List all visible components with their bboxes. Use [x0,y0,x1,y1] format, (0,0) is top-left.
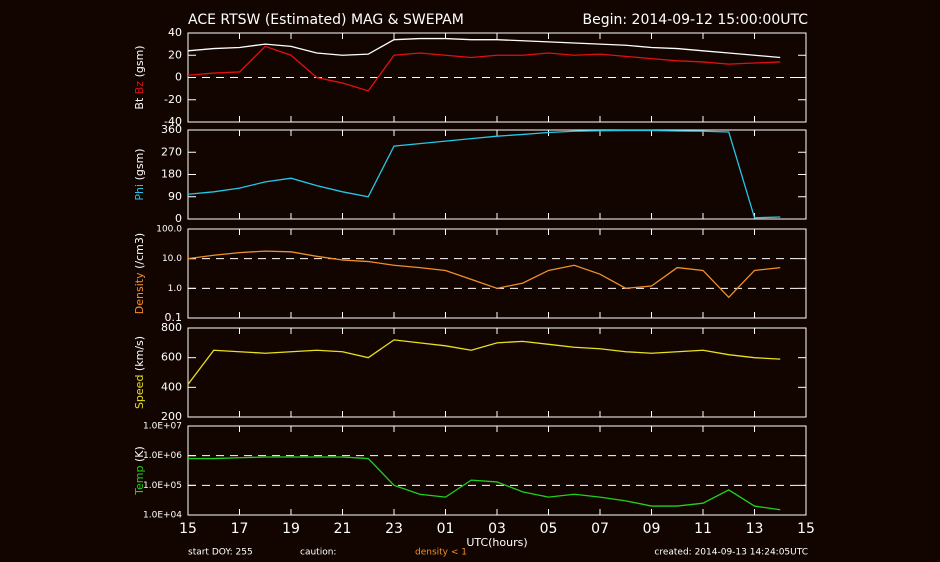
y-tick-label: 0 [175,212,182,225]
y-axis-label: Temp (K) [133,446,146,496]
y-tick-label: 40 [168,26,182,39]
caution: caution: [300,548,336,558]
y-unit: (K) [133,446,146,462]
data-line [187,45,781,92]
panel-frame [187,327,807,418]
y-tick-label: 1.0E+06 [143,451,182,461]
y-tick-label: 1.0 [168,284,183,294]
y-tick-label: 360 [161,123,182,136]
series-name: Temp [133,465,146,495]
panel-frame [187,129,807,220]
y-tick-label: 10.0 [162,254,182,264]
y-tick-label: -20 [164,93,182,106]
series-name: Density [133,272,146,314]
series-name: Phi [133,184,146,201]
created-time: created: 2014-09-13 14:24:05UTC [654,548,808,558]
y-axis-label: Density (/cm3) [133,233,146,314]
x-tick-label: 11 [694,521,712,537]
y-unit: (gsm) [133,148,146,180]
x-tick-label: 15 [179,521,197,537]
data-line [187,339,781,385]
series-name: Bt [133,97,146,110]
x-tick-label: 21 [334,521,352,537]
data-line [188,456,781,511]
y-tick-label: 800 [161,321,182,334]
x-tick-label: 09 [643,521,661,537]
y-unit: (gsm) [133,45,146,77]
y-tick-label: 400 [161,380,182,393]
data-line [187,37,781,59]
series-name: Bz [133,81,146,95]
density-note: density < 1 [415,548,467,558]
x-tick-label: 13 [746,521,764,537]
begin-time: Begin: 2014-09-12 15:00:00UTC [583,12,809,28]
x-tick-label: 19 [282,521,300,537]
data-line [187,250,781,299]
y-tick-label: 600 [161,351,182,364]
x-tick-label: 15 [797,521,815,537]
y-tick-label: -40 [164,115,182,128]
y-axis-label: Bt Bz (gsm) [133,45,146,109]
y-tick-label: 20 [168,48,182,61]
x-tick-label: 07 [591,521,609,537]
y-tick-label: 180 [161,168,182,181]
start-doy: start DOY: 255 [188,548,253,558]
x-tick-label: 05 [540,521,558,537]
x-tick-label: 03 [488,521,506,537]
y-tick-label: 0 [175,71,182,84]
y-tick-label: 0.1 [165,311,183,324]
x-axis-label: UTC(hours) [466,536,527,549]
y-tick-label: 90 [168,190,182,203]
y-tick-label: 1.0E+07 [143,422,182,432]
x-tick-label: 01 [437,521,455,537]
y-tick-label: 1.0E+04 [143,511,182,521]
data-line [187,129,781,219]
y-tick-label: 1.0E+05 [143,481,182,491]
chart-title: ACE RTSW (Estimated) MAG & SWEPAM [188,12,464,28]
y-tick-label: 270 [161,145,182,158]
panel-frame [187,228,807,319]
y-tick-label: 200 [161,410,182,423]
y-unit: (/cm3) [133,233,146,269]
y-tick-label: 100.0 [156,225,182,235]
panel-frame [187,425,807,516]
y-axis-label: Speed (km/s) [133,336,146,409]
y-unit: (km/s) [133,336,146,371]
series-name: Speed [133,375,146,409]
y-axis-label: Phi (gsm) [133,148,146,200]
x-tick-label: 17 [231,521,249,537]
x-tick-label: 23 [385,521,403,537]
